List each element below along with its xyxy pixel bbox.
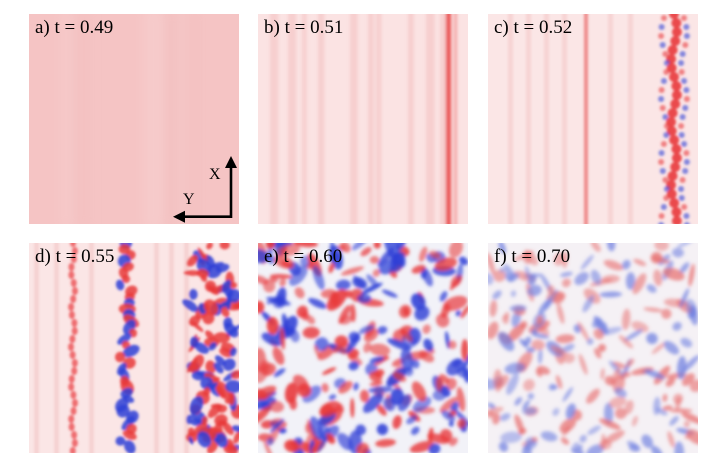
panel-b: b) t = 0.51 <box>258 14 468 224</box>
panel-a-label: a) t = 0.49 <box>35 17 114 38</box>
panel-b-field <box>258 14 468 224</box>
axis-y-label: Y <box>183 191 195 208</box>
panel-e-field <box>258 243 468 453</box>
panel-f: f) t = 0.70 <box>488 243 698 453</box>
panel-d: d) t = 0.55 <box>29 243 239 453</box>
panel-f-field <box>488 243 698 453</box>
panel-f-label: f) t = 0.70 <box>494 246 571 267</box>
panel-d-label: d) t = 0.55 <box>35 246 115 267</box>
axis-indicator: X Y <box>165 148 245 228</box>
panel-c-field <box>488 14 698 224</box>
panel-d-field <box>29 243 239 453</box>
axis-x-label: X <box>209 166 221 183</box>
panel-a-field <box>29 14 239 224</box>
panel-c: c) t = 0.52 <box>488 14 698 224</box>
axis-arrows-icon <box>173 156 237 223</box>
panel-e: e) t = 0.60 <box>258 243 468 453</box>
panel-b-label: b) t = 0.51 <box>264 17 344 38</box>
panel-c-label: c) t = 0.52 <box>494 17 573 38</box>
panel-e-label: e) t = 0.60 <box>264 246 343 267</box>
panel-a: a) t = 0.49 <box>29 14 239 224</box>
